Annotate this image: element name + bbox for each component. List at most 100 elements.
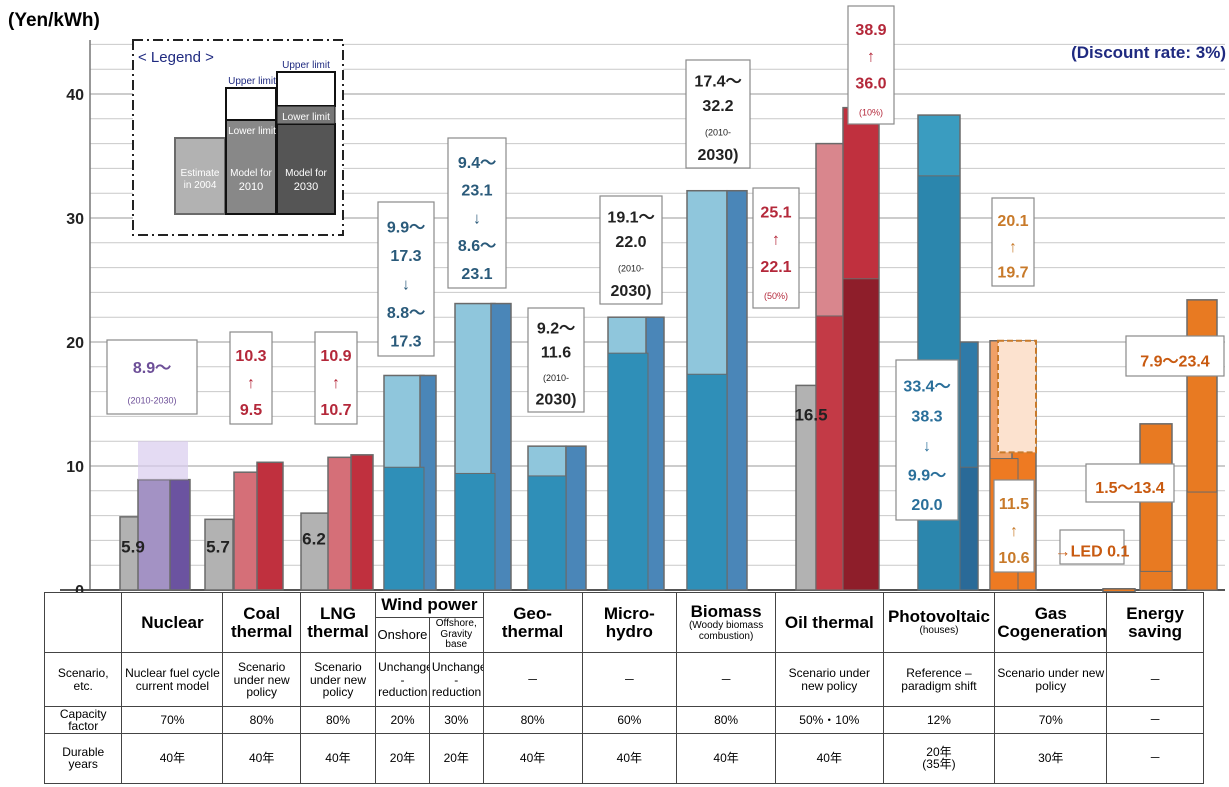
legend-model2010-label: Model for (230, 168, 272, 179)
value-label-coal: ↑ (247, 375, 255, 392)
value-label-pv: 9.9～ (908, 468, 946, 485)
scenario-cell: － (676, 652, 777, 708)
durable-cell: 40年 (222, 732, 301, 785)
row-label-scenario: Scenario, etc. (43, 652, 123, 708)
row-scenario: Scenario, etc. Nuclear fuel cycle curren… (43, 652, 1204, 708)
y-axis-title: (Yen/kWh) (8, 10, 100, 31)
value-label-es2: 1.5～13.4 (1095, 480, 1164, 497)
value-label-bio: 32.2 (702, 98, 733, 115)
value-label-wind1: 8.8～ (387, 305, 425, 322)
legend-2030-swatch (276, 123, 336, 215)
oil-2030-lower (842, 278, 880, 591)
durable-cell: 40年 (299, 732, 377, 785)
durable-value: 20年 (926, 744, 952, 759)
value-label-pv: 20.0 (911, 497, 942, 514)
value-label-gas2: ↑ (1010, 523, 1018, 540)
wind-offshore-lower (454, 472, 496, 591)
lng-2030-bar (350, 454, 374, 591)
value-label-bio: 2030) (698, 147, 739, 164)
microhydro-2030-bar (645, 316, 665, 591)
value-label-wind1: ↓ (402, 277, 410, 294)
row-label-capacity: Capacity factor (43, 706, 123, 734)
value-label-lng: ↑ (332, 375, 340, 392)
value-label-box-wind2 (447, 137, 507, 289)
value-label-oil1: (50%) (764, 291, 788, 301)
pv-subtitle: (houses) (919, 625, 959, 637)
value-label-box-oil2 (847, 5, 895, 125)
wind-offshore: Offshore, Gravity base (435, 618, 477, 651)
energy-saving-high-lower (1186, 491, 1218, 591)
legend: < Legend > Upper limit Upper limit Lower li… (132, 39, 344, 236)
value-label-box-gas2 (993, 479, 1035, 573)
capacity-cell: 80% (299, 706, 377, 734)
value-label-box-lng (314, 331, 358, 425)
value-label-gas2: 10.6 (998, 550, 1029, 567)
value-label-wind2: 23.1 (461, 266, 492, 283)
value-label-pv: 38.3 (911, 408, 942, 425)
value-label-box-pv (895, 359, 959, 521)
legend-2010-upper (225, 87, 277, 121)
value-label-wind2: 23.1 (461, 183, 492, 200)
capacity-cell: 12% (882, 706, 996, 734)
value-label-hydro: (2010- (618, 264, 644, 274)
biomass-title: Biomass (690, 602, 762, 622)
wind-onshore-lower (383, 466, 425, 591)
value-label-box-bio (685, 59, 751, 169)
value-label-wind2: 8.6～ (458, 238, 496, 255)
col-coal: Coal thermal (222, 591, 301, 654)
y-tick-label: 10 (66, 459, 84, 476)
pv-title: Photovoltaic (887, 607, 990, 627)
scenario-cell: － (1106, 652, 1204, 708)
legend-2030-lowerband (276, 105, 336, 125)
value-label-nuc: (2010-2030) (127, 396, 176, 406)
col-gas: Gas Cogeneration (994, 591, 1108, 654)
legend-2030-upper (276, 71, 336, 107)
row-capacity-factor: Capacity factor 70% 80% 80% 20% 30% 80% 60% 80%… (43, 706, 1204, 734)
gascogen-upper-dashed (997, 339, 1037, 454)
value-label-box-wind1 (377, 201, 435, 357)
value-label-coal: 10.3 (235, 348, 266, 365)
value-label-wind1: 17.3 (390, 248, 421, 265)
legend-lower-label-2030: Lower limit (282, 112, 330, 123)
geothermal-lower (527, 475, 567, 591)
legend-model2010-year: 2010 (239, 181, 263, 193)
value-label-box-geo (527, 307, 585, 413)
value-label-box-es3 (1125, 335, 1225, 377)
value-label-hydro: 22.0 (615, 234, 646, 251)
durable-cell: 40年 (121, 732, 224, 785)
value-label-lng: 10.9 (320, 348, 351, 365)
nuclear-2010-bar (137, 478, 172, 591)
legend-estimate-label: Estimate (181, 168, 220, 179)
value-label-box-gas1 (991, 197, 1035, 287)
scenario-cell: Reference – paradigm shift (882, 652, 996, 708)
value-label-wind2: ↓ (473, 210, 481, 227)
y-tick-label: 0 (75, 583, 84, 600)
durable-cell: 20年 (428, 732, 484, 785)
value-label-geo: 11.6 (541, 344, 571, 361)
coal-2030-bar (256, 461, 284, 591)
biomass-lower (686, 373, 728, 591)
durable-cell: 30年 (994, 732, 1108, 785)
corner-cell (43, 591, 123, 654)
durable-cell: 40年 (581, 732, 678, 785)
coal-2010-bar (233, 471, 261, 591)
value-label-gas2: 11.5 (999, 496, 1029, 513)
value-label-pv: ↓ (923, 438, 931, 455)
value-label-geo: 2030) (536, 392, 577, 409)
durable-cell: 40年 (676, 732, 777, 785)
lng-2004-bar (300, 512, 330, 591)
value-label-lng: 10.7 (320, 402, 351, 419)
capacity-cell: － (1106, 706, 1204, 734)
legend-model2030-label: Model for (285, 168, 327, 179)
scenario-cell: Scenario under new policy (775, 652, 884, 708)
microhydro-lower (607, 352, 649, 591)
value-label-v57: 5.7 (206, 538, 230, 557)
value-label-oil2: (10%) (859, 107, 883, 117)
biomass-2030-bar (726, 189, 748, 591)
durable-cell: 20年 (35年) (882, 732, 996, 785)
value-label-wind1: 9.9～ (387, 220, 425, 237)
value-label-bio: 17.4～ (694, 74, 741, 91)
parameters-table: Nuclear Coal thermal LNG thermal Wind po… (43, 591, 1204, 785)
value-label-es1: →LED 0.1 (1055, 543, 1130, 560)
value-label-nuc: 8.9～ (133, 360, 171, 377)
